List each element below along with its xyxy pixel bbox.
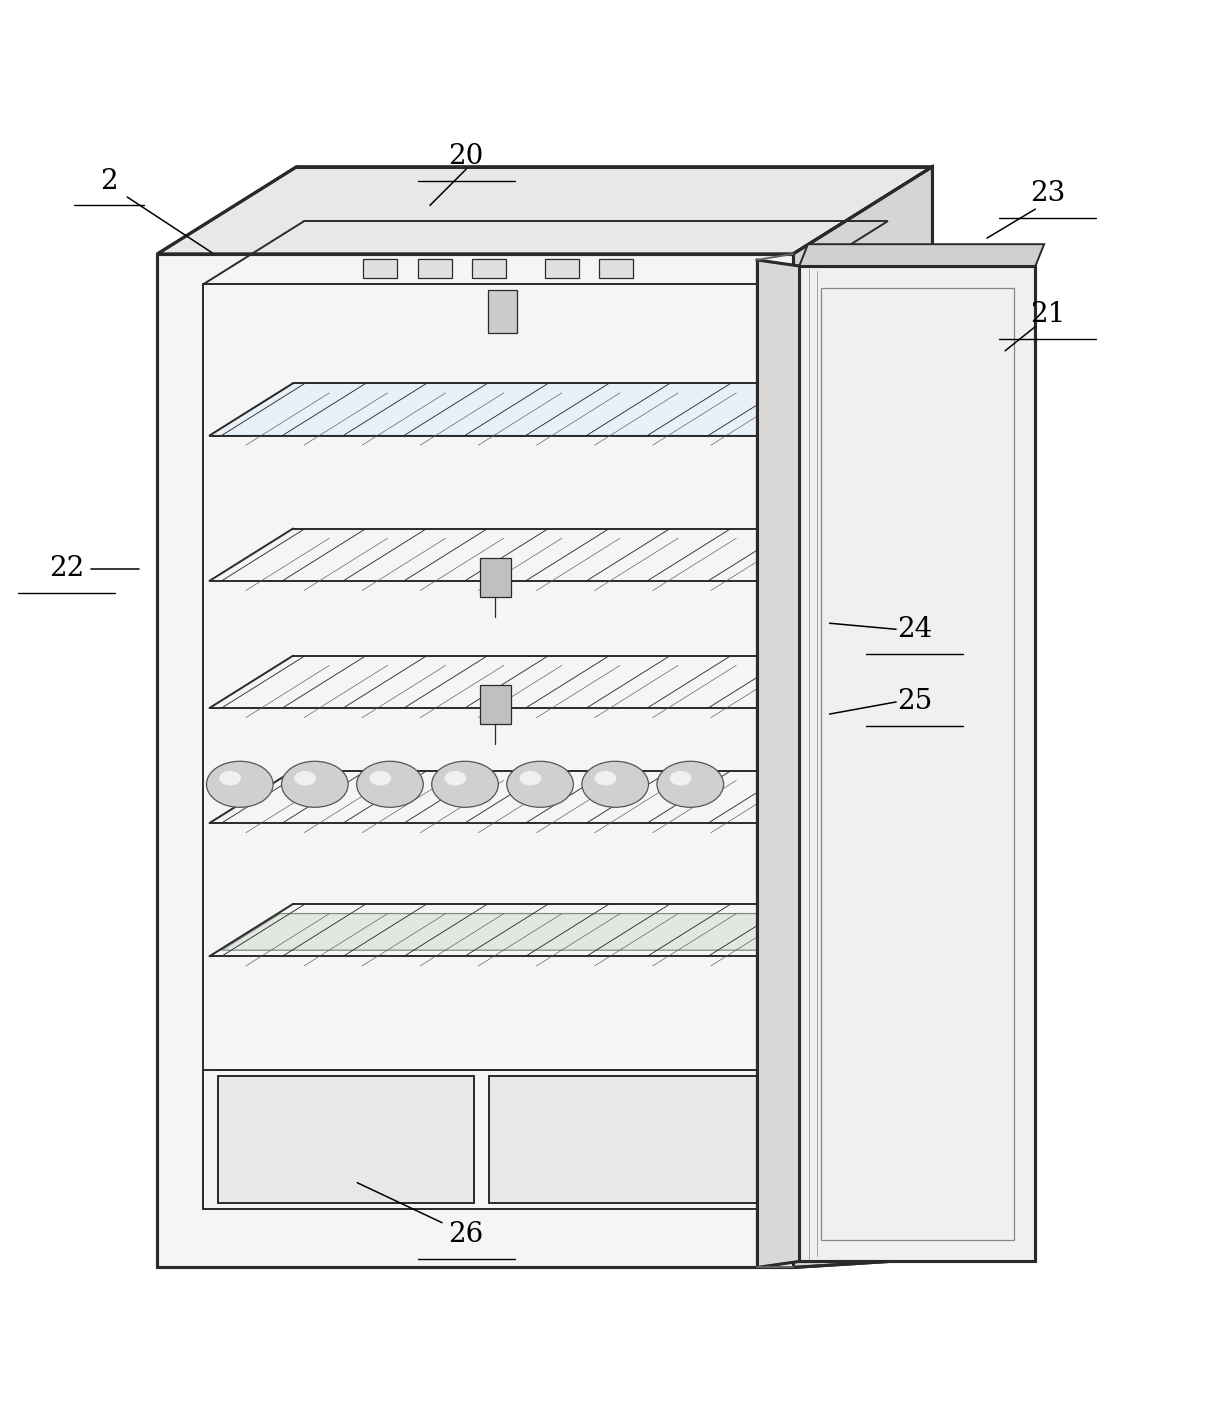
Ellipse shape — [219, 770, 241, 786]
Ellipse shape — [294, 770, 316, 786]
Ellipse shape — [206, 762, 274, 807]
Ellipse shape — [356, 762, 424, 807]
Ellipse shape — [281, 762, 349, 807]
Bar — [480, 558, 511, 596]
Text: 2: 2 — [101, 167, 117, 195]
Bar — [480, 685, 511, 724]
Ellipse shape — [581, 762, 649, 807]
Ellipse shape — [670, 770, 691, 786]
Text: 23: 23 — [1029, 180, 1066, 207]
Text: 25: 25 — [896, 688, 932, 715]
Ellipse shape — [658, 762, 724, 807]
Ellipse shape — [444, 770, 466, 786]
Ellipse shape — [506, 762, 574, 807]
Bar — [218, 1076, 474, 1204]
Text: 22: 22 — [48, 555, 85, 582]
Polygon shape — [210, 384, 865, 436]
Bar — [488, 290, 517, 333]
Bar — [599, 259, 633, 278]
Ellipse shape — [369, 770, 391, 786]
Bar — [472, 259, 506, 278]
Ellipse shape — [595, 770, 616, 786]
Polygon shape — [793, 167, 932, 1267]
Polygon shape — [222, 913, 815, 950]
Bar — [821, 287, 1014, 1239]
Text: 26: 26 — [448, 1221, 484, 1249]
Polygon shape — [757, 261, 799, 1267]
Text: 21: 21 — [1029, 302, 1066, 329]
Polygon shape — [157, 167, 932, 253]
Text: 20: 20 — [448, 143, 484, 170]
Bar — [418, 259, 452, 278]
Text: 24: 24 — [896, 616, 932, 643]
Ellipse shape — [431, 762, 499, 807]
Bar — [489, 1076, 769, 1204]
Polygon shape — [799, 266, 1035, 1262]
Polygon shape — [799, 244, 1044, 266]
Bar — [363, 259, 397, 278]
Ellipse shape — [520, 770, 541, 786]
Polygon shape — [157, 253, 793, 1267]
Bar — [545, 259, 579, 278]
